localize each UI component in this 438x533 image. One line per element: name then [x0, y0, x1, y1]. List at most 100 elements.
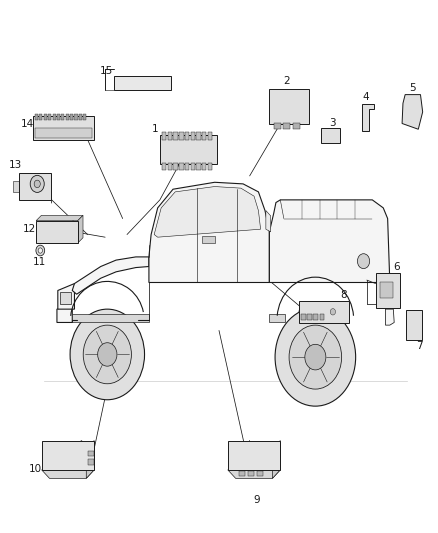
Bar: [202, 236, 215, 243]
Polygon shape: [42, 470, 94, 479]
Circle shape: [275, 308, 356, 406]
Circle shape: [36, 245, 45, 256]
Text: 13: 13: [9, 160, 22, 170]
Bar: [248, 471, 254, 477]
Bar: [202, 163, 206, 171]
Bar: [228, 440, 280, 470]
Bar: [185, 163, 189, 171]
Bar: [36, 221, 78, 243]
Bar: [376, 273, 400, 308]
Bar: [48, 114, 51, 120]
Bar: [18, 173, 51, 200]
Polygon shape: [269, 200, 390, 282]
Bar: [83, 114, 86, 120]
Bar: [307, 314, 311, 320]
Polygon shape: [402, 95, 423, 129]
Bar: [33, 116, 94, 140]
Polygon shape: [385, 309, 394, 325]
Bar: [44, 114, 47, 120]
Bar: [114, 76, 171, 90]
Bar: [179, 132, 184, 140]
Polygon shape: [72, 314, 149, 322]
Bar: [14, 181, 18, 192]
Polygon shape: [269, 314, 285, 322]
Text: 8: 8: [340, 290, 347, 300]
Bar: [185, 132, 189, 140]
Bar: [269, 89, 309, 124]
Polygon shape: [154, 187, 261, 237]
Bar: [42, 440, 94, 470]
Text: 3: 3: [329, 118, 336, 128]
Text: 1: 1: [152, 124, 159, 134]
Bar: [301, 314, 305, 320]
Polygon shape: [57, 306, 72, 322]
Bar: [66, 114, 69, 120]
Circle shape: [305, 344, 326, 370]
Circle shape: [38, 248, 42, 253]
Bar: [257, 471, 263, 477]
Bar: [208, 132, 212, 140]
Bar: [160, 134, 217, 164]
Text: 4: 4: [362, 92, 369, 102]
Polygon shape: [58, 284, 74, 309]
Bar: [61, 114, 64, 120]
Circle shape: [83, 325, 131, 384]
Polygon shape: [362, 104, 374, 131]
Text: 6: 6: [393, 262, 400, 271]
Bar: [314, 314, 318, 320]
Circle shape: [30, 175, 44, 192]
Bar: [35, 114, 38, 120]
Bar: [179, 163, 184, 171]
Text: 9: 9: [253, 495, 260, 505]
Bar: [293, 123, 300, 129]
Text: 14: 14: [21, 119, 34, 128]
Bar: [162, 132, 166, 140]
Polygon shape: [228, 470, 280, 479]
Bar: [39, 114, 42, 120]
Bar: [299, 301, 350, 323]
Bar: [202, 132, 206, 140]
Bar: [70, 114, 73, 120]
Bar: [53, 114, 56, 120]
Bar: [57, 114, 60, 120]
Bar: [173, 132, 178, 140]
Bar: [320, 314, 324, 320]
Bar: [239, 471, 245, 477]
Polygon shape: [272, 440, 280, 479]
Bar: [191, 163, 195, 171]
Polygon shape: [149, 182, 269, 282]
Text: 7: 7: [416, 342, 423, 351]
Bar: [173, 163, 178, 171]
Bar: [191, 132, 195, 140]
Polygon shape: [86, 440, 94, 479]
Bar: [208, 163, 212, 171]
Circle shape: [357, 254, 370, 269]
Bar: [406, 310, 422, 340]
Text: 15: 15: [100, 66, 113, 76]
Polygon shape: [72, 257, 149, 294]
Circle shape: [98, 343, 117, 366]
Bar: [79, 114, 82, 120]
Circle shape: [34, 180, 40, 188]
Polygon shape: [78, 215, 83, 243]
Bar: [274, 123, 281, 129]
Bar: [162, 163, 166, 171]
Bar: [196, 132, 201, 140]
Polygon shape: [36, 215, 83, 221]
Circle shape: [70, 309, 145, 400]
Text: 2: 2: [283, 76, 290, 86]
Bar: [168, 132, 172, 140]
Text: 5: 5: [409, 83, 416, 93]
Text: 12: 12: [23, 224, 36, 234]
Text: 10: 10: [28, 464, 42, 474]
Bar: [74, 114, 78, 120]
Bar: [88, 451, 94, 456]
Circle shape: [289, 325, 342, 389]
Bar: [88, 459, 94, 464]
Polygon shape: [266, 211, 271, 232]
Bar: [283, 123, 290, 129]
Bar: [321, 128, 340, 143]
Bar: [196, 163, 201, 171]
Bar: [168, 163, 172, 171]
Bar: [60, 292, 71, 304]
